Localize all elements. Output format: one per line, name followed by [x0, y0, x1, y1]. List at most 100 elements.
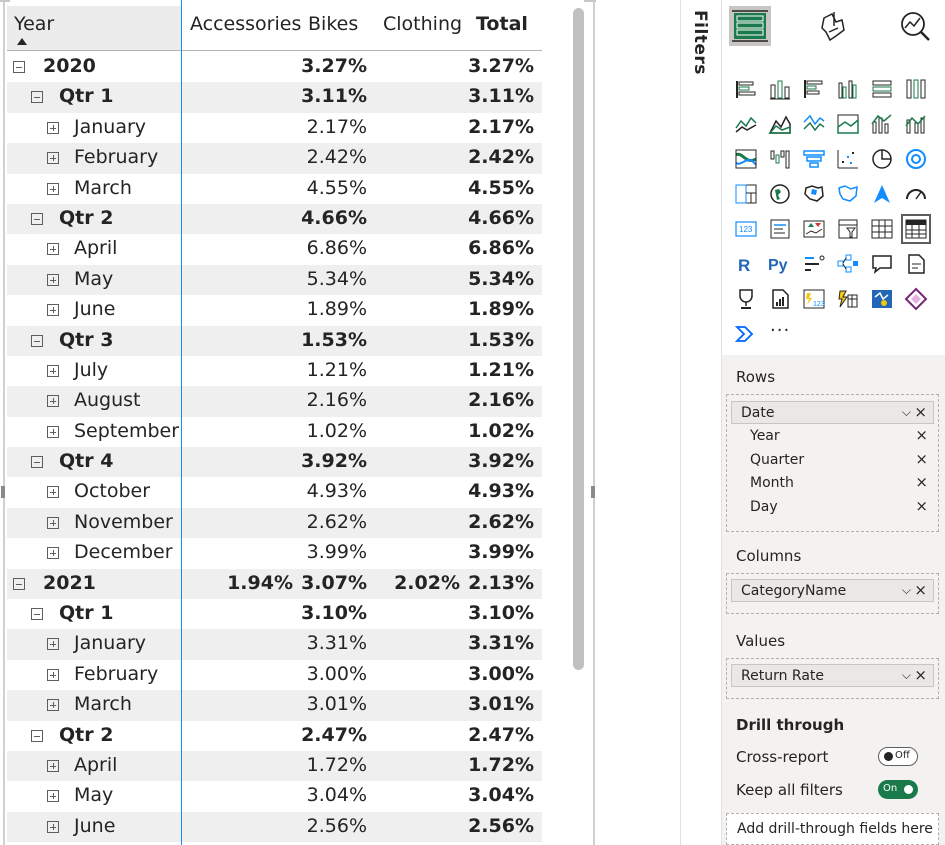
line-chart-visual-button[interactable] [734, 112, 758, 136]
kpi-visual-button[interactable] [802, 217, 826, 241]
key-influencers-visual-button[interactable] [802, 252, 826, 276]
shape-map-visual-button[interactable] [836, 182, 860, 206]
collapse-icon[interactable] [31, 729, 43, 742]
table-row[interactable]: May 3.04% 3.04% [7, 781, 542, 811]
values-well[interactable]: Return Rate ⌵ × [726, 658, 939, 699]
filters-pane-collapsed[interactable]: Filters [680, 0, 722, 845]
expand-icon[interactable] [47, 273, 59, 286]
slicer-visual-button[interactable] [836, 217, 860, 241]
expand-icon[interactable] [47, 182, 59, 195]
rows-field-pill[interactable]: Quarter × [731, 449, 934, 472]
year-header-cell[interactable] [7, 6, 181, 50]
format-visual-tab[interactable] [812, 6, 854, 46]
expand-icon[interactable] [47, 364, 59, 377]
expand-icon[interactable] [47, 759, 59, 772]
column-header-year[interactable]: Year [14, 13, 55, 35]
remove-field-icon[interactable]: × [914, 581, 927, 599]
expand-icon[interactable] [47, 547, 59, 560]
stacked-area-chart-visual-button[interactable] [802, 112, 826, 136]
matrix-visual-button[interactable] [901, 214, 931, 244]
treemap-visual-button[interactable] [734, 182, 758, 206]
collapse-icon[interactable] [31, 91, 43, 104]
line-and-clustered-column-visual-button[interactable] [904, 112, 928, 136]
r-script-visual-visual-button[interactable]: R [734, 252, 758, 276]
columns-field-pill[interactable]: CategoryName ⌵ × [731, 579, 934, 602]
table-row[interactable]: Qtr 1 3.11% 3.11% [7, 82, 542, 113]
clustered-bar-chart-visual-button[interactable] [802, 77, 826, 101]
expand-icon[interactable] [47, 152, 59, 165]
pie-chart-visual-button[interactable] [870, 147, 894, 171]
table-row[interactable]: Qtr 1 3.10% 3.10% [7, 599, 542, 629]
smart-narrative-visual-button[interactable] [904, 252, 928, 276]
collapse-icon[interactable] [13, 61, 25, 73]
table-row[interactable]: February 2.42% 2.42% [7, 143, 542, 174]
power-automate-visual-button[interactable] [836, 287, 860, 311]
expand-icon[interactable] [47, 304, 59, 317]
stacked-bar-chart-visual-button[interactable] [734, 77, 758, 101]
table-row[interactable]: 2021 1.94% 3.07% 2.02% 2.13% [7, 568, 542, 600]
columns-well[interactable]: CategoryName ⌵ × [726, 573, 939, 614]
expand-icon[interactable] [47, 638, 59, 651]
remove-field-icon[interactable]: × [915, 426, 928, 444]
table-row[interactable]: April 6.86% 6.86% [7, 234, 542, 264]
100-column-chart-visual-button[interactable] [904, 77, 928, 101]
decomposition-tree-visual-button[interactable] [836, 252, 860, 276]
rows-field-pill[interactable]: Year × [731, 425, 934, 448]
resize-handle-left[interactable] [1, 486, 5, 498]
table-row[interactable]: July 1.21% 1.21% [7, 356, 542, 386]
expand-icon[interactable] [47, 121, 59, 134]
more-visuals-icon[interactable]: ··· [770, 320, 791, 341]
analytics-tab[interactable] [894, 6, 936, 46]
arcgis-map-visual-button[interactable] [870, 287, 894, 311]
table-row[interactable]: June 2.56% 2.56% [7, 811, 542, 843]
vertical-scrollbar[interactable] [573, 8, 584, 670]
line-and-column-chart-visual-button[interactable] [870, 112, 894, 136]
filters-label[interactable]: Filters [690, 10, 710, 75]
table-row[interactable]: May 5.34% 5.34% [7, 264, 542, 296]
remove-field-icon[interactable]: × [914, 403, 927, 421]
resize-handle-right[interactable] [591, 486, 595, 498]
collapse-icon[interactable] [13, 577, 25, 590]
remove-field-icon[interactable]: × [915, 496, 928, 515]
table-row[interactable]: 2020 3.27% 3.27% [7, 52, 542, 82]
chevron-down-icon[interactable]: ⌵ [901, 405, 911, 419]
line-and-area-chart-visual-button[interactable] [836, 112, 860, 136]
paginated-report-visual-button[interactable] [768, 287, 792, 311]
column-header-clothing[interactable]: Clothing [383, 13, 463, 35]
expand-icon[interactable] [47, 395, 59, 408]
expand-icon[interactable] [47, 486, 59, 499]
rows-field-pill[interactable]: Month × [731, 472, 934, 495]
power-apps-visual-button[interactable]: 123 [802, 287, 826, 311]
drill-through-well[interactable]: Add drill-through fields here [726, 813, 939, 845]
chevron-down-icon[interactable]: ⌵ [901, 668, 911, 682]
card-visual-button[interactable]: 123 [734, 217, 758, 241]
rows-field-pill[interactable]: Date ⌵ × [731, 401, 934, 424]
values-field-pill[interactable]: Return Rate ⌵ × [731, 664, 934, 687]
table-row[interactable]: September 1.02% 1.02% [7, 417, 542, 447]
collapse-icon[interactable] [31, 212, 43, 225]
expand-icon[interactable] [47, 243, 59, 256]
donut-chart-visual-button[interactable] [904, 147, 928, 171]
qa-visual-visual-button[interactable] [870, 252, 894, 276]
azure-map-visual-button[interactable] [870, 182, 894, 206]
table-row[interactable]: August 2.16% 2.16% [7, 386, 542, 417]
collapse-icon[interactable] [31, 456, 43, 469]
table-row[interactable]: January 3.31% 3.31% [7, 629, 542, 660]
table-row[interactable]: March 3.01% 3.01% [7, 690, 542, 721]
table-row[interactable]: January 2.17% 2.17% [7, 113, 542, 143]
matrix-visual[interactable]: Year Accessories Bikes Clothing Total 20… [0, 0, 596, 845]
power-automate-flow-visual-button[interactable] [734, 322, 758, 346]
table-row[interactable]: December 3.99% 3.99% [7, 538, 542, 568]
expand-icon[interactable] [47, 425, 59, 438]
expand-icon[interactable] [47, 790, 59, 803]
collapse-icon[interactable] [31, 334, 43, 347]
table-row[interactable]: Qtr 2 2.47% 2.47% [7, 721, 542, 751]
metrics-visual-button[interactable] [734, 287, 758, 311]
collapse-icon[interactable] [31, 608, 43, 621]
remove-field-icon[interactable]: × [915, 449, 928, 468]
table-row[interactable]: October 4.93% 4.93% [7, 477, 542, 507]
column-header-accessories[interactable]: Accessories [190, 13, 302, 35]
gauge-visual-button[interactable] [904, 182, 928, 206]
rows-field-pill[interactable]: Day × [731, 496, 934, 519]
expand-icon[interactable] [47, 668, 59, 681]
